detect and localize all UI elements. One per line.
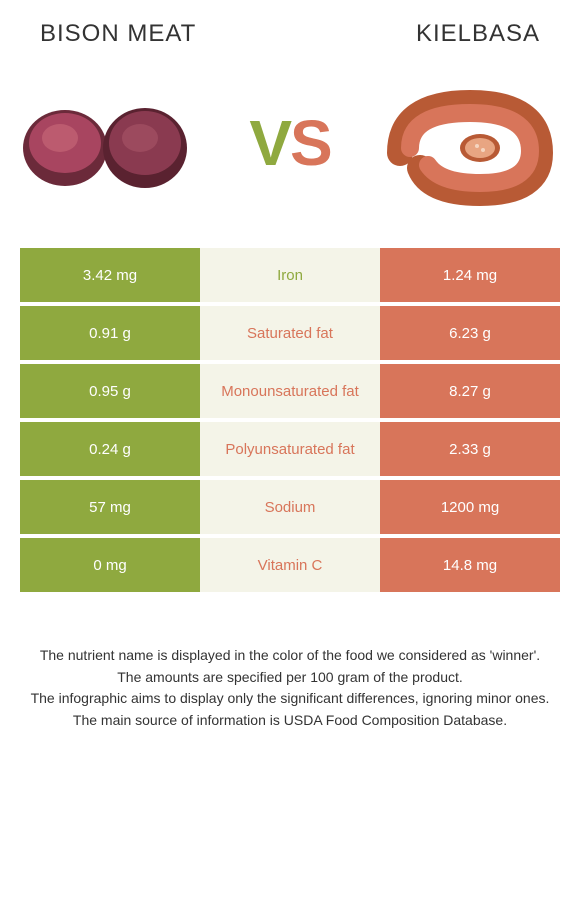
vs-v: V (249, 107, 290, 179)
nutrient-label: Polyunsaturated fat (200, 422, 380, 476)
footer-line: The infographic aims to display only the… (20, 689, 560, 709)
table-row: 3.42 mgIron1.24 mg (20, 248, 560, 302)
footer-line: The nutrient name is displayed in the co… (20, 646, 560, 666)
kielbasa-image (370, 73, 570, 213)
footer-notes: The nutrient name is displayed in the co… (0, 596, 580, 730)
left-value: 0.91 g (20, 306, 200, 360)
table-row: 0 mgVitamin C14.8 mg (20, 538, 560, 592)
footer-line: The main source of information is USDA F… (20, 711, 560, 731)
nutrient-label: Monounsaturated fat (200, 364, 380, 418)
left-food-title: Bison meat (40, 20, 196, 48)
left-value: 3.42 mg (20, 248, 200, 302)
bison-meat-image (10, 73, 210, 213)
left-value: 0 mg (20, 538, 200, 592)
right-value: 6.23 g (380, 306, 560, 360)
table-row: 0.95 gMonounsaturated fat8.27 g (20, 364, 560, 418)
nutrient-label: Sodium (200, 480, 380, 534)
table-row: 0.24 gPolyunsaturated fat2.33 g (20, 422, 560, 476)
nutrient-label: Vitamin C (200, 538, 380, 592)
header: Bison meat Kielbasa (0, 0, 580, 58)
nutrient-table: 3.42 mgIron1.24 mg0.91 gSaturated fat6.2… (0, 248, 580, 592)
images-row: VS (0, 58, 580, 248)
left-value: 0.95 g (20, 364, 200, 418)
footer-line: The amounts are specified per 100 gram o… (20, 668, 560, 688)
table-row: 0.91 gSaturated fat6.23 g (20, 306, 560, 360)
table-row: 57 mgSodium1200 mg (20, 480, 560, 534)
right-value: 1.24 mg (380, 248, 560, 302)
nutrient-label: Iron (200, 248, 380, 302)
vs-label: VS (249, 106, 330, 180)
right-value: 14.8 mg (380, 538, 560, 592)
right-value: 1200 mg (380, 480, 560, 534)
left-value: 0.24 g (20, 422, 200, 476)
nutrient-label: Saturated fat (200, 306, 380, 360)
left-value: 57 mg (20, 480, 200, 534)
right-value: 8.27 g (380, 364, 560, 418)
right-food-title: Kielbasa (416, 20, 540, 48)
right-value: 2.33 g (380, 422, 560, 476)
vs-s: S (290, 107, 331, 179)
